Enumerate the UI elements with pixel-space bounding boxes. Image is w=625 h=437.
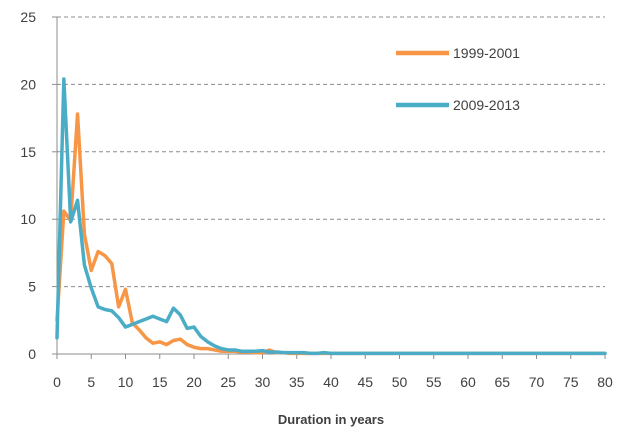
x-tick-label: 10: [118, 374, 134, 390]
series-line-2009-2013: [55, 77, 607, 356]
series-line-1999-2001: [55, 112, 607, 356]
x-axis-label: Duration in years: [278, 412, 384, 427]
series-lines: [55, 77, 607, 356]
x-tick-label: 40: [323, 374, 339, 390]
y-tick-labels: 0 5 10 15 20 25: [20, 9, 36, 362]
x-tick-label: 45: [357, 374, 373, 390]
x-tick-label: 20: [186, 374, 202, 390]
x-tick-label: 35: [289, 374, 305, 390]
y-tick-label: 0: [28, 346, 36, 362]
axes: [52, 16, 606, 359]
x-tick-label: 65: [494, 374, 510, 390]
x-tick-label: 55: [426, 374, 442, 390]
y-tick-label: 5: [28, 279, 36, 295]
y-tick-label: 20: [20, 76, 36, 92]
x-tick-label: 70: [529, 374, 545, 390]
y-tick-label: 15: [20, 144, 36, 160]
x-tick-label: 75: [563, 374, 579, 390]
x-tick-label: 15: [152, 374, 168, 390]
x-tick-label: 80: [597, 374, 613, 390]
y-tick-label: 25: [20, 9, 36, 25]
gridlines: [57, 16, 605, 288]
legend-label: 1999-2001: [453, 45, 520, 61]
x-tick-labels: 0 5 10 15 20 25 30 35 40 45 50 55 60 65 70 75 80: [53, 374, 613, 390]
legend: 1999-2001 2009-2013: [396, 45, 520, 113]
x-tick-label: 0: [53, 374, 61, 390]
x-tick-label: 60: [460, 374, 476, 390]
x-tick-label: 5: [87, 374, 95, 390]
legend-label: 2009-2013: [453, 97, 520, 113]
x-tick-label: 25: [220, 374, 236, 390]
y-tick-label: 10: [20, 211, 36, 227]
x-tick-label: 30: [255, 374, 271, 390]
x-tick-label: 50: [392, 374, 408, 390]
